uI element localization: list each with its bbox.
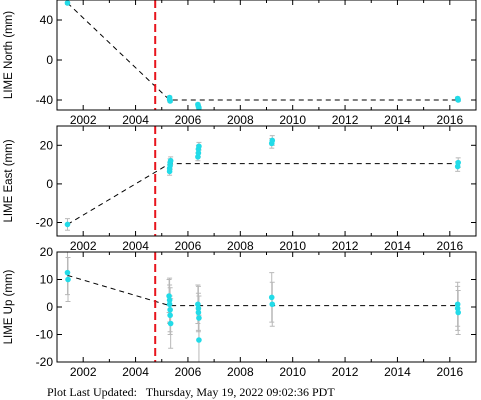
y-axis-label: LIME North (mm) [3,11,15,99]
x-tick-label: 2002 [70,113,97,127]
data-point [196,337,202,343]
x-tick-label: 2006 [175,365,202,379]
x-tick-label: 2014 [384,239,411,253]
data-point [167,312,173,319]
data-point [167,306,173,313]
x-tick-label: 2010 [279,239,306,253]
data-point [195,150,202,156]
x-tick-label: 2008 [227,239,254,253]
model-fit-line [67,2,458,101]
panel-data [64,135,461,231]
data-point [196,143,202,150]
y-tick-label: 0 [46,300,53,314]
y-tick-label: -40 [36,93,54,107]
data-point [166,297,173,303]
data-point [196,315,202,321]
x-tick-label: 2014 [384,365,411,379]
x-tick-label: 2010 [279,365,306,379]
data-point [64,0,71,6]
data-point [195,309,202,316]
y-tick-label: 20 [40,138,54,152]
x-tick-label: 2002 [70,365,97,379]
data-point [64,221,71,228]
x-tick-label: 2016 [436,113,463,127]
data-point [455,309,461,316]
data-point [269,137,276,144]
data-point [454,301,461,308]
panel-up: 2002 2004 2006 2008 2010 2012 2014 2016 -20 -10 0 1… [3,245,477,379]
x-tick-label: 2012 [332,113,359,127]
x-tick-label: 2012 [332,239,359,253]
y-tick-label: 0 [46,177,53,191]
data-point [269,113,275,119]
model-fit-line [67,274,458,307]
x-tick-label: 2008 [227,113,254,127]
data-point [195,305,202,312]
y-axis-label: LIME Up (mm) [3,269,15,344]
panel-east: 2002 2004 2006 2008 2010 2012 2014 2016 -20 0 20 LI… [3,125,477,253]
x-tick-label: 2010 [279,113,306,127]
data-point [454,305,461,312]
plot-updated-footer: Plot Last Updated: Thursday, May 19, 202… [47,385,335,400]
y-tick-label: 40 [40,13,54,27]
panel-data [64,0,461,119]
panel-frame [56,125,477,237]
y-tick-label: -20 [36,355,54,369]
x-tick-label: 2004 [122,365,149,379]
x-tick-label: 2004 [122,239,149,253]
y-tick-label: 0 [46,53,53,67]
data-point [269,301,276,308]
data-point [167,98,173,104]
data-point [268,294,275,301]
panel-north: 2002 2004 2006 2008 2010 2012 2014 2016 -40 0 40 LI… [3,0,477,127]
panel-data [64,252,461,362]
x-tick-label: 2016 [436,239,463,253]
data-point [64,269,71,276]
data-point [167,320,174,327]
x-tick-label: 2014 [384,113,411,127]
data-point [196,105,202,110]
data-point [166,293,172,299]
y-tick-label: 10 [40,273,54,287]
data-point [455,97,461,103]
x-tick-label: 2006 [175,113,202,127]
data-point [166,301,173,308]
footer-timestamp: Thursday, May 19, 2022 09:02:36 PDT [145,385,335,399]
model-fit-line [67,163,458,225]
data-point [195,301,201,308]
x-tick-label: 2008 [227,365,254,379]
x-tick-label: 2004 [122,113,149,127]
panel-frame [56,0,477,111]
data-point [167,157,174,164]
y-tick-label: -10 [36,328,54,342]
x-tick-label: 2006 [175,239,202,253]
data-point [455,159,461,166]
x-tick-label: 2016 [436,365,463,379]
footer-label: Plot Last Updated: [47,385,137,399]
data-point [65,276,71,283]
y-tick-label: 20 [40,245,54,259]
x-tick-label: 2012 [332,365,359,379]
panel-frame [56,251,477,363]
x-tick-label: 2002 [70,239,97,253]
y-tick-label: -20 [36,215,54,229]
y-axis-label: LIME East (mm) [3,139,15,222]
